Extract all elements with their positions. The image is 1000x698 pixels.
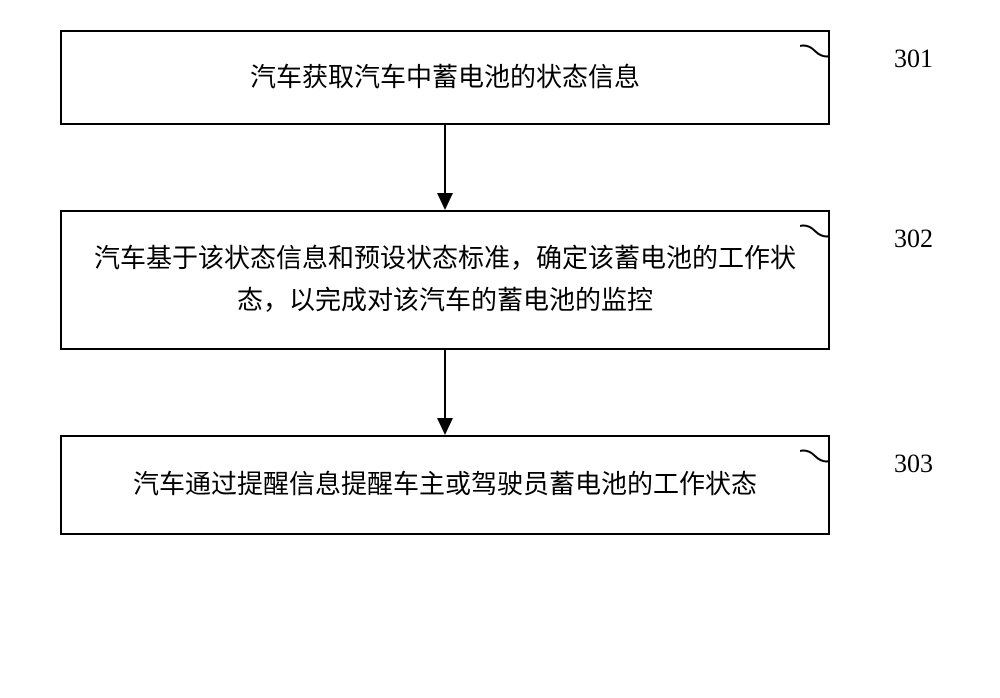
step-label: 301 (894, 44, 933, 74)
step-text: 汽车基于该状态信息和预设状态标准，确定该蓄电池的工作状态，以完成对该汽车的蓄电池… (92, 238, 798, 321)
arrow-down-icon (430, 125, 460, 210)
step-box-302: 汽车基于该状态信息和预设状态标准，确定该蓄电池的工作状态，以完成对该汽车的蓄电池… (60, 210, 830, 350)
connector-notch (800, 42, 830, 60)
step-text: 汽车获取汽车中蓄电池的状态信息 (250, 57, 640, 99)
arrow-connector (60, 125, 830, 210)
arrow-down-icon (430, 350, 460, 435)
flowchart-container: 汽车获取汽车中蓄电池的状态信息 301 汽车基于该状态信息和预设状态标准，确定该… (60, 30, 940, 535)
step-text: 汽车通过提醒信息提醒车主或驾驶员蓄电池的工作状态 (133, 464, 757, 506)
step-label: 302 (894, 224, 933, 254)
connector-notch (800, 447, 830, 465)
connector-notch (800, 222, 830, 240)
arrow-connector (60, 350, 830, 435)
step-box-301: 汽车获取汽车中蓄电池的状态信息 301 (60, 30, 830, 125)
step-label: 303 (894, 449, 933, 479)
step-box-303: 汽车通过提醒信息提醒车主或驾驶员蓄电池的工作状态 303 (60, 435, 830, 535)
